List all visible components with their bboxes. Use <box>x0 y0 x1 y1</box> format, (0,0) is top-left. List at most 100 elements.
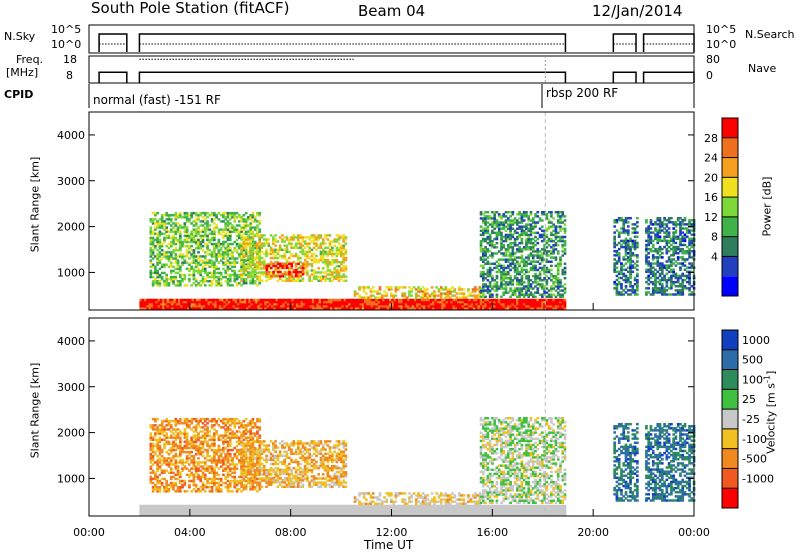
power-cell-1400 <box>199 236 203 240</box>
power-cell-478 <box>354 300 358 304</box>
power-cell-2191 <box>285 273 289 276</box>
power-cell-3948 <box>647 235 651 238</box>
velocity-cell-371 <box>307 510 310 514</box>
power-cell-2238 <box>292 234 296 237</box>
power-cell-171 <box>216 304 220 308</box>
power-cell-4184 <box>672 252 675 255</box>
power-cell-2111 <box>267 238 271 241</box>
power-cell-4201 <box>674 276 678 280</box>
power-cell-693 <box>452 300 456 304</box>
power-cell-2324 <box>308 238 311 241</box>
power-cell-2169 <box>278 244 282 247</box>
velocity-cell-518 <box>373 506 376 510</box>
power-cell-346 <box>295 304 299 308</box>
power-cell-52 <box>162 302 165 306</box>
power-cell-4039 <box>656 216 660 220</box>
power-cell-1477 <box>208 261 212 264</box>
power-cell-4320 <box>685 227 689 230</box>
power-cell-2321 <box>308 248 311 252</box>
power-cell-2662 <box>401 294 404 297</box>
power-cell-3241 <box>520 233 524 237</box>
power-cell-2952 <box>495 283 499 286</box>
power-cell-1289 <box>188 267 191 271</box>
velocity-cell-528 <box>377 506 381 510</box>
power-cell-3151 <box>513 277 517 280</box>
power-cell-3757 <box>620 231 623 234</box>
power-cell-520 <box>375 307 379 310</box>
power-cell-3201 <box>518 281 521 284</box>
power-cell-1243 <box>181 226 184 229</box>
power-cell-1588 <box>219 220 223 223</box>
power-cell-106 <box>187 304 190 308</box>
velocity-cell-358 <box>300 506 304 510</box>
power-cell-2708 <box>433 294 436 297</box>
power-cell-740 <box>475 307 478 310</box>
power-cell-357 <box>300 302 304 306</box>
velocity-cell-525 <box>377 513 381 516</box>
power-cell-1802 <box>244 273 248 277</box>
power-cell-2376 <box>319 277 323 280</box>
power-cell-187 <box>223 302 227 306</box>
power-cell-267 <box>259 302 263 306</box>
power-cell-2307 <box>306 260 309 264</box>
power-cell-1218 <box>178 246 182 250</box>
power-cell-3305 <box>527 281 531 284</box>
power-cell-2832 <box>484 295 487 299</box>
power-cell-3586 <box>554 233 558 237</box>
power-cell-2199 <box>285 246 289 249</box>
power-cell-2967 <box>495 225 499 228</box>
power-cell-3567 <box>552 229 555 233</box>
power-cell-3973 <box>649 219 653 222</box>
power-cell-3689 <box>613 264 617 267</box>
power-cell-1389 <box>199 279 203 283</box>
power-cell-3608 <box>556 244 560 247</box>
power-cell-3335 <box>529 262 533 266</box>
power-cell-419 <box>327 298 331 302</box>
velocity-cell-405 <box>323 513 326 516</box>
power-cell-2465 <box>333 244 336 247</box>
power-cell-3493 <box>545 274 549 278</box>
power-cell-996 <box>154 228 157 231</box>
power-cell-1057 <box>160 249 164 252</box>
power-cell-4359 <box>690 243 694 247</box>
power-cell-2247 <box>294 242 298 245</box>
power-cell-2208 <box>287 267 291 270</box>
power-cell-3778 <box>622 221 626 224</box>
power-colorbar-tick-label-2: 20 <box>704 171 718 184</box>
velocity-cell-536 <box>382 510 385 514</box>
power-cell-3564 <box>552 244 555 247</box>
power-cell-1629 <box>224 211 228 215</box>
power-cell-472 <box>352 302 356 306</box>
power-cell-4234 <box>676 223 680 226</box>
power-cell-3206 <box>518 262 521 266</box>
power-cell-428 <box>332 300 335 304</box>
power-cell-2564 <box>279 270 282 274</box>
power-cell-4055 <box>658 247 662 251</box>
power-cell-2154 <box>276 260 280 264</box>
power-cell-2311 <box>306 250 309 254</box>
power-cell-3569 <box>552 223 555 226</box>
power-cell-250 <box>252 307 256 310</box>
power-cell-2660 <box>396 286 400 289</box>
power-cell-452 <box>343 302 347 306</box>
power-cell-1214 <box>178 265 182 269</box>
power-cell-595 <box>409 307 413 310</box>
power-cell-1118 <box>167 234 171 238</box>
velocity-cell-450 <box>343 513 347 516</box>
power-cell-2951 <box>495 285 499 288</box>
power-cell-4100 <box>663 239 666 243</box>
power-cell-2373 <box>317 236 321 239</box>
power-cell-4153 <box>670 293 673 296</box>
velocity-cell-390 <box>316 513 320 516</box>
power-cell-2268 <box>299 260 302 264</box>
velocity-cell-85 <box>177 513 181 516</box>
power-cell-1828 <box>247 230 250 233</box>
power-cell-3009 <box>500 235 503 239</box>
power-cell-608 <box>413 300 417 304</box>
power-cell-1346 <box>194 269 198 273</box>
power-cell-4322 <box>688 293 691 296</box>
power-cell-1814 <box>244 230 248 233</box>
power-cell-1352 <box>194 246 198 250</box>
power-cell-210 <box>234 307 238 310</box>
power-cell-152 <box>207 302 211 306</box>
